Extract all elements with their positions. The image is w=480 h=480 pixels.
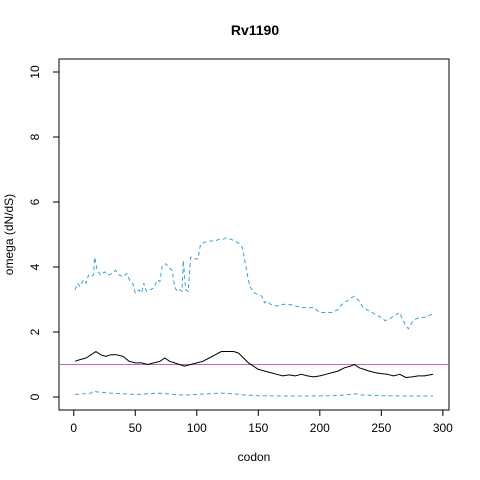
- chart-title: Rv1190: [231, 22, 279, 38]
- x-tick-label: 100: [187, 421, 207, 435]
- y-axis: 0 2 4 6 8 10: [28, 65, 59, 400]
- x-tick-label: 0: [70, 421, 77, 435]
- series-layer: [74, 237, 434, 397]
- y-tick-label: 8: [28, 133, 42, 140]
- y-tick-label: 4: [28, 263, 42, 270]
- y-tick-label: 2: [28, 328, 42, 335]
- x-tick-label: 150: [248, 421, 268, 435]
- y-axis-title: omega (dN/dS): [2, 194, 16, 275]
- plot-frame: [58, 58, 450, 411]
- x-axis: 0 50 100 150 200 250 300: [70, 410, 453, 435]
- series-line-2: [74, 351, 434, 378]
- x-axis-title: codon: [238, 450, 271, 464]
- series-line-3: [74, 390, 433, 397]
- x-tick-label: 250: [371, 421, 391, 435]
- series-line-1: [74, 237, 434, 330]
- x-tick-label: 200: [310, 421, 330, 435]
- y-tick-label: 10: [28, 65, 42, 79]
- y-tick-label: 6: [28, 198, 42, 205]
- y-tick-label: 0: [28, 393, 42, 400]
- x-tick-label: 50: [129, 421, 143, 435]
- x-tick-label: 300: [433, 421, 453, 435]
